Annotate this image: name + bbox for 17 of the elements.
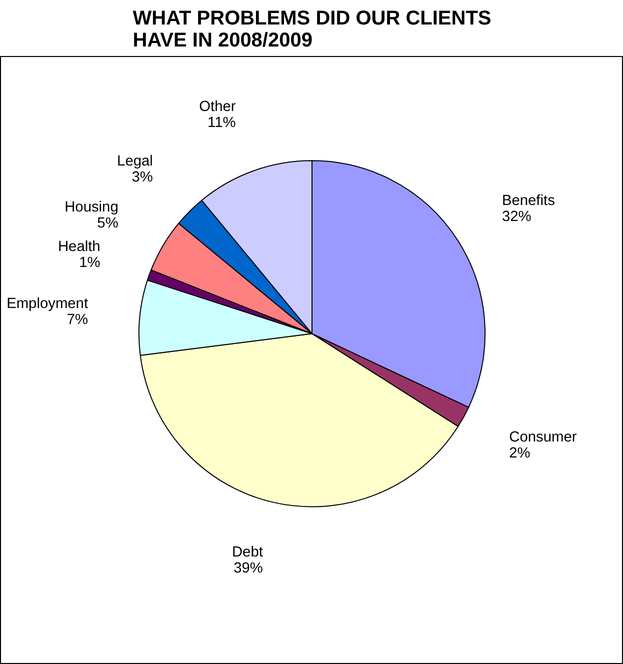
slice-label: Employment [6,296,88,312]
slice-label: Health [58,238,100,255]
slice-label: Consumer [509,430,577,446]
data-label: 2% [509,446,530,462]
slice-label: Other [199,98,236,115]
data-label: 32% [502,209,532,226]
slice-label: Housing [64,199,118,216]
slice-label: Legal [117,153,153,170]
data-label: 5% [97,215,118,232]
slice-label: Debt [232,544,263,561]
data-label: 7% [66,312,88,328]
chart-title: WHAT PROBLEMS DID OUR CLIENTS HAVE IN 2008/2009 [132,8,492,52]
data-label: 1% [79,254,100,271]
data-label: 3% [132,169,153,186]
data-label: 39% [234,560,263,577]
data-label: 11% [208,114,236,131]
slice-label: Benefits [502,193,555,210]
